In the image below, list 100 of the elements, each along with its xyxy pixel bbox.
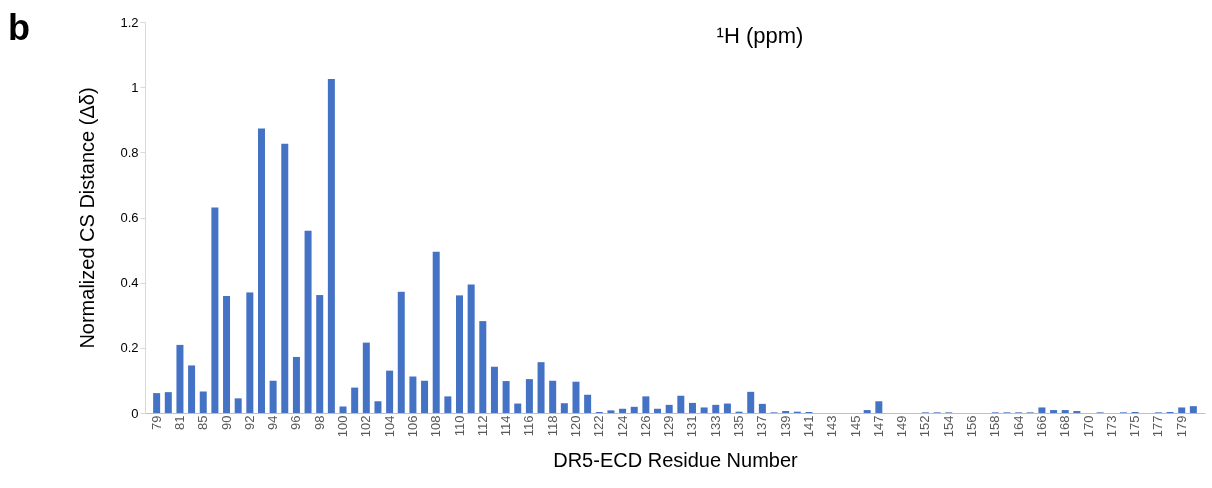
bar: [537, 362, 545, 413]
bar: [432, 251, 440, 413]
bar: [257, 128, 265, 413]
x-tick-label: 168: [1057, 415, 1073, 438]
bar: [677, 395, 685, 413]
chart-title: b: [8, 7, 30, 48]
bar: [747, 391, 755, 413]
bar: [292, 356, 300, 413]
bar: [467, 284, 475, 413]
bar: [456, 295, 464, 413]
x-tick-label: 94: [265, 415, 281, 430]
bar: [188, 365, 196, 413]
x-tick-label: 145: [847, 415, 863, 438]
x-tick-label: 164: [1010, 415, 1026, 438]
y-tick-label: 0.4: [120, 275, 139, 291]
bar: [199, 391, 207, 413]
bar: [386, 370, 394, 413]
bar: [654, 408, 662, 413]
annotation: ¹H (ppm): [716, 23, 804, 48]
bar: [444, 396, 452, 413]
x-tick-label: 85: [195, 415, 211, 430]
y-tick-label: 1: [131, 79, 139, 95]
x-tick-label: 92: [241, 415, 257, 430]
x-tick-label: 129: [661, 415, 677, 438]
bar: [619, 408, 627, 413]
bar: [490, 366, 498, 413]
bar: [316, 295, 324, 413]
bar: [549, 380, 557, 413]
y-tick-label: 0.8: [120, 144, 139, 160]
x-tick-label: 139: [777, 415, 793, 438]
bar: [665, 404, 673, 413]
bar: [572, 381, 580, 413]
bar: [1050, 410, 1058, 413]
x-tick-label: 96: [288, 415, 304, 430]
bar: [1038, 407, 1046, 413]
bar: [176, 344, 184, 413]
bar: [421, 380, 429, 413]
x-tick-label: 147: [870, 415, 886, 438]
bar: [479, 321, 487, 413]
bar: [327, 79, 335, 413]
x-tick-label: 112: [474, 415, 490, 437]
bar: [304, 230, 312, 413]
x-tick-label: 179: [1173, 415, 1189, 438]
y-tick-label: 0: [131, 405, 139, 421]
x-tick-label: 149: [894, 415, 910, 438]
bar: [409, 376, 417, 413]
x-tick-label: 102: [358, 415, 374, 438]
x-tick-label: 81: [171, 415, 187, 430]
x-tick-label: 120: [567, 415, 583, 438]
bar: [362, 342, 370, 413]
x-tick-label: 110: [451, 415, 467, 437]
bar: [560, 403, 568, 413]
x-tick-label: 126: [637, 415, 653, 438]
bar: [712, 404, 720, 413]
y-axis-title: Normalized CS Distance (Δδ): [76, 87, 99, 349]
x-tick-label: 116: [521, 415, 537, 437]
bar: [246, 292, 254, 413]
x-tick-label: 141: [800, 415, 816, 438]
x-tick-label: 158: [987, 415, 1003, 438]
bar: [397, 291, 405, 413]
x-tick-label: 100: [335, 415, 351, 438]
x-tick-label: 114: [498, 415, 514, 437]
bar: [1189, 406, 1197, 413]
bar: [281, 143, 289, 413]
bar: [211, 207, 219, 413]
bar: [374, 401, 382, 413]
bar: [502, 381, 510, 413]
x-tick-label: 170: [1080, 415, 1096, 438]
bar: [351, 387, 359, 413]
bar: [758, 403, 766, 413]
bar: [164, 392, 172, 413]
x-tick-label: 131: [684, 415, 700, 438]
bar: [1061, 410, 1069, 413]
x-tick-label: 98: [311, 415, 327, 430]
x-tick-label: 166: [1033, 415, 1049, 438]
bar: [514, 403, 522, 413]
x-tick-label: 137: [754, 415, 770, 438]
bar: [630, 406, 638, 413]
x-tick-label: 118: [544, 415, 560, 437]
bar: [1178, 407, 1186, 413]
x-tick-label: 152: [917, 415, 933, 438]
x-axis-title: DR5-ECD Residue Number: [553, 449, 799, 472]
y-tick-label: 0.6: [120, 210, 139, 225]
x-tick-label: 154: [940, 415, 956, 438]
y-tick-label: 1.2: [120, 14, 139, 30]
x-tick-label: 106: [404, 415, 420, 438]
bar: [642, 396, 650, 413]
bar: [269, 380, 277, 413]
bar: [875, 401, 883, 413]
x-tick-label: 122: [591, 415, 607, 438]
x-tick-label: 133: [707, 415, 723, 438]
bar: [153, 393, 161, 413]
bar: [723, 403, 731, 413]
bar: [339, 406, 347, 413]
bar: [688, 402, 696, 413]
bar: [525, 379, 533, 413]
bar: [223, 296, 231, 413]
x-tick-label: 175: [1127, 415, 1143, 438]
x-tick-label: 143: [824, 415, 840, 438]
bar: [607, 410, 615, 413]
